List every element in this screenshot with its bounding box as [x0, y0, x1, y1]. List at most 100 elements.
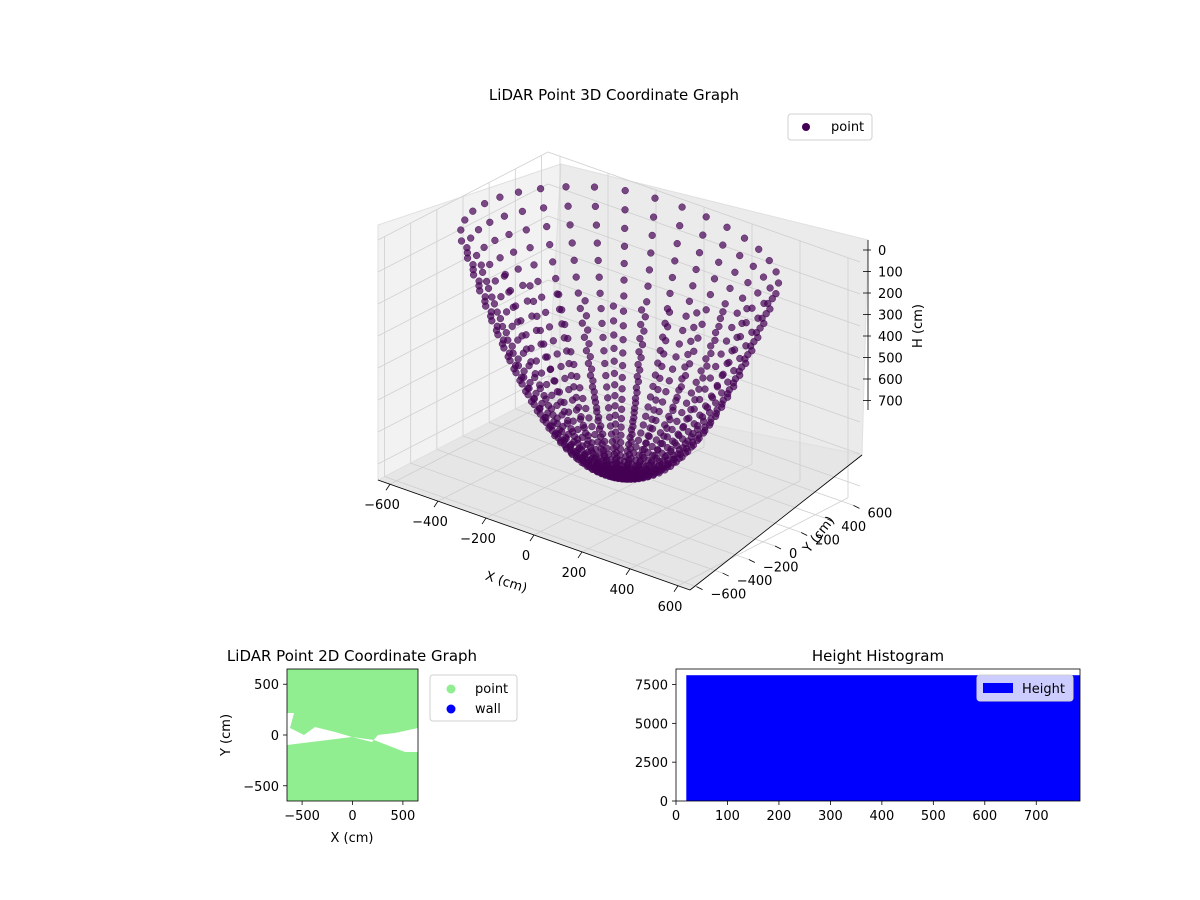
point-3d [648, 415, 656, 423]
point-3d [642, 439, 650, 447]
y-tick-label: −600 [711, 588, 747, 603]
y-tick-label: −200 [763, 561, 799, 576]
legend-2d-wall-label: wall [475, 702, 501, 717]
point-3d [457, 226, 465, 234]
plot-2d-title: LiDAR Point 2D Coordinate Graph [227, 647, 477, 665]
point-3d [728, 323, 736, 332]
point-3d [609, 302, 618, 310]
point-3d [701, 423, 709, 431]
point-3d [646, 393, 655, 401]
point-3d [673, 417, 681, 426]
point-3d [675, 340, 683, 348]
point-3d [724, 378, 732, 386]
point-3d [654, 446, 662, 454]
point-3d [509, 303, 517, 311]
point-3d [530, 395, 538, 403]
point-3d [570, 256, 578, 264]
legend-histogram: Height [976, 674, 1074, 702]
plot-2d-y-tick: 500 [254, 678, 279, 693]
point-3d [668, 365, 677, 373]
point-3d [493, 308, 501, 316]
point-3d [736, 251, 744, 260]
point-3d [505, 288, 513, 296]
point-3d [487, 312, 495, 320]
point-3d [693, 309, 701, 317]
point-3d [678, 375, 686, 383]
point-3d [691, 396, 699, 404]
point-3d [740, 234, 749, 242]
point-3d [584, 326, 592, 334]
point-3d [626, 444, 634, 453]
plot-2d: LiDAR Point 2D Coordinate Graph −500−500… [219, 647, 518, 846]
point-3d [572, 273, 580, 281]
point-3d [525, 384, 533, 393]
point-3d [558, 320, 566, 328]
point-3d [619, 307, 628, 315]
point-3d [491, 236, 499, 245]
point-3d [679, 423, 687, 432]
point-3d [514, 355, 522, 363]
point-3d [545, 323, 554, 331]
point-3d [526, 244, 534, 252]
histogram-x-tick: 0 [672, 809, 680, 824]
point-3d [610, 331, 618, 339]
histogram-y-tick: 7500 [635, 679, 668, 694]
point-3d [474, 226, 483, 234]
point-3d [637, 306, 646, 314]
point-3d [749, 262, 757, 270]
point-3d [537, 369, 546, 377]
point-3d [617, 414, 626, 423]
point-3d [719, 396, 727, 404]
point-3d [659, 464, 667, 472]
point-3d [549, 258, 557, 266]
point-3d [529, 297, 538, 306]
point-3d [509, 349, 517, 357]
point-3d [665, 308, 674, 316]
point-3d [585, 340, 593, 348]
histogram-x-tick: 700 [1024, 809, 1049, 824]
point-3d [663, 424, 671, 432]
point-3d [702, 213, 710, 221]
point-3d [730, 367, 738, 375]
point-3d [640, 327, 648, 335]
point-3d [467, 234, 475, 242]
z-tick-label: 400 [878, 330, 903, 345]
point-3d [504, 336, 512, 344]
point-3d [611, 402, 619, 410]
point-3d [692, 265, 700, 274]
point-3d [520, 367, 528, 375]
point-3d [540, 391, 548, 400]
x-tick-label: 600 [658, 600, 683, 615]
point-3d [546, 365, 555, 373]
point-3d [637, 320, 645, 329]
point-3d [713, 383, 722, 391]
point-3d [728, 347, 736, 355]
point-3d [611, 411, 619, 419]
point-3d [694, 422, 702, 430]
z-axis-label: H (cm) [911, 304, 926, 348]
point-3d [480, 199, 489, 208]
point-3d [598, 440, 606, 448]
point-3d [766, 284, 774, 292]
point-3d [645, 266, 654, 274]
point-3d [684, 350, 692, 359]
z-ticks: 0 100 200 300 400 500 600 700 [863, 244, 903, 410]
point-3d [562, 435, 570, 443]
point-3d [567, 425, 575, 433]
point-3d [719, 308, 727, 316]
point-3d [632, 384, 641, 392]
point-3d [635, 348, 643, 356]
point-3d [630, 404, 639, 413]
point-3d [490, 300, 499, 308]
point-3d [553, 350, 561, 358]
point-3d [733, 333, 741, 342]
point-3d [518, 332, 526, 340]
point-3d [656, 374, 664, 382]
point-3d [553, 290, 561, 298]
legend-histogram-label: Height [1022, 682, 1065, 697]
y-tick-label: −400 [737, 574, 773, 589]
x-tick-label: −400 [412, 515, 448, 530]
point-3d [679, 326, 687, 335]
point-3d [658, 362, 666, 371]
point-3d [582, 312, 591, 320]
